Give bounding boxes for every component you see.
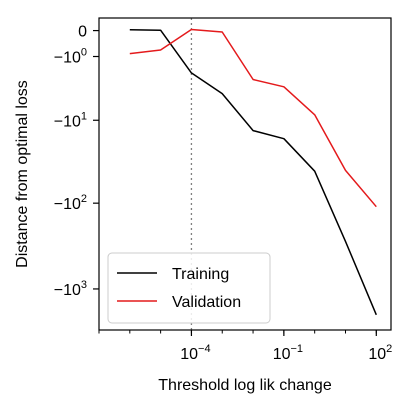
y-tick-label: −103	[54, 279, 87, 299]
series-line-validation	[129, 28, 377, 208]
legend-label-validation: Validation	[172, 294, 241, 311]
axes-frame	[98, 17, 392, 331]
x-axis-label: Threshold log lik change	[158, 377, 332, 394]
y-tick-label: −102	[54, 193, 87, 213]
legend-label-training: Training	[172, 266, 229, 283]
x-tick-label: 102	[368, 343, 392, 363]
series-line-training	[129, 29, 377, 316]
y-tick-label: −100	[54, 47, 87, 67]
x-axis: 10−4 10−1 102	[98, 330, 392, 363]
legend: Training Validation	[107, 252, 271, 324]
y-tick-label: 0	[78, 24, 87, 41]
series-layer	[129, 28, 377, 316]
legend-box	[107, 252, 271, 324]
x-tick-label: 10−1	[273, 343, 303, 363]
x-tick-label: 10−4	[180, 343, 210, 363]
y-axis: 0 −100 −101 −102 −103	[54, 24, 99, 299]
y-tick-label: −101	[54, 110, 87, 130]
y-axis-label: Distance from optimal loss	[14, 80, 31, 268]
